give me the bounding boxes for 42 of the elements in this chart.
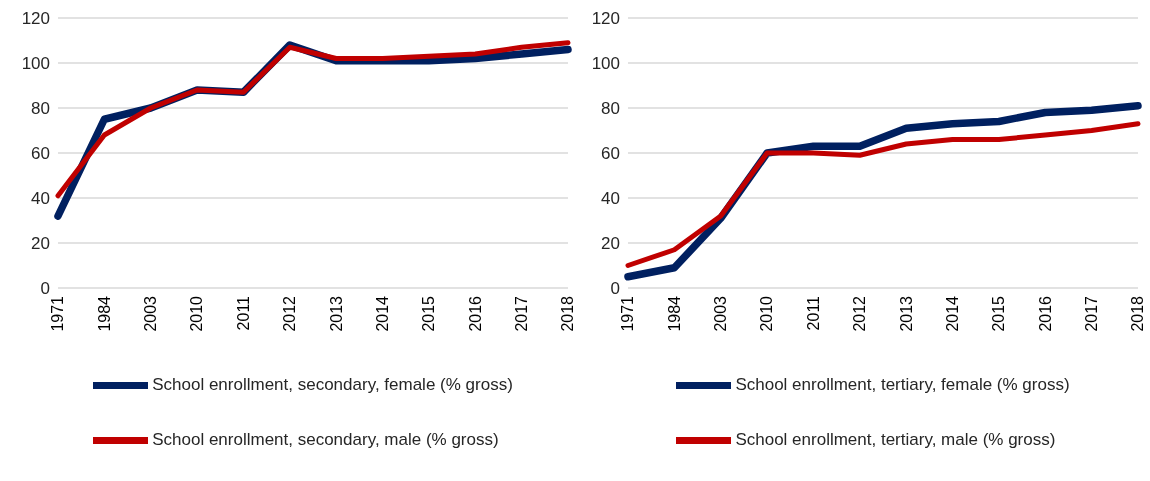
y-tick-label: 0	[40, 279, 50, 299]
x-tick-label: 2014	[373, 295, 391, 332]
x-tick-label: 1984	[95, 295, 113, 332]
x-tick-label: 2017	[1083, 295, 1100, 332]
x-tick-label: 2012	[281, 295, 299, 332]
x-tick-label: 2016	[1036, 295, 1054, 332]
x-tick-label: 2016	[466, 295, 484, 332]
x-tick-label: 2013	[327, 295, 345, 332]
y-tick-label: 80	[31, 99, 50, 119]
y-tick-label: 120	[21, 9, 50, 29]
y-tick-label: 20	[601, 234, 620, 254]
x-tick-label: 2015	[990, 295, 1008, 332]
x-tick-label: 2010	[758, 295, 776, 332]
y-tick-label: 80	[601, 99, 620, 119]
x-tick-label: 2003	[712, 295, 730, 332]
x-tick-label: 1971	[619, 295, 637, 332]
x-tick-label: 2010	[188, 295, 206, 332]
x-tick-label: 2003	[142, 295, 160, 332]
y-tick-label: 0	[610, 279, 620, 299]
x-tick-label: 2011	[234, 295, 252, 331]
x-tick-label: 2017	[513, 295, 530, 332]
x-tick-label: 2018	[1129, 295, 1147, 332]
legend-label: School enrollment, secondary, female (% gross)	[152, 374, 513, 394]
x-tick-label: 2014	[943, 295, 961, 332]
x-tick-label: 2015	[420, 295, 438, 332]
y-tick-label: 60	[601, 144, 620, 164]
x-tick-label: 2013	[897, 295, 915, 332]
y-tick-label: 40	[31, 189, 50, 209]
y-tick-label: 100	[21, 54, 50, 74]
x-tick-label: 2012	[851, 295, 869, 332]
legend-label: School enrollment, secondary, male (% gross)	[152, 429, 499, 449]
x-tick-label: 2011	[804, 295, 822, 331]
y-tick-label: 40	[601, 189, 620, 209]
x-tick-label: 1984	[665, 295, 683, 332]
legend-label: School enrollment, tertiary, female (% gross)	[735, 374, 1070, 394]
y-tick-label: 20	[31, 234, 50, 254]
y-tick-label: 100	[591, 54, 620, 74]
legend-label: School enrollment, tertiary, male (% gross)	[735, 429, 1056, 449]
y-tick-label: 60	[31, 144, 50, 164]
x-tick-label: 2018	[559, 295, 577, 332]
y-tick-label: 120	[591, 9, 620, 29]
x-tick-label: 1971	[49, 295, 67, 332]
